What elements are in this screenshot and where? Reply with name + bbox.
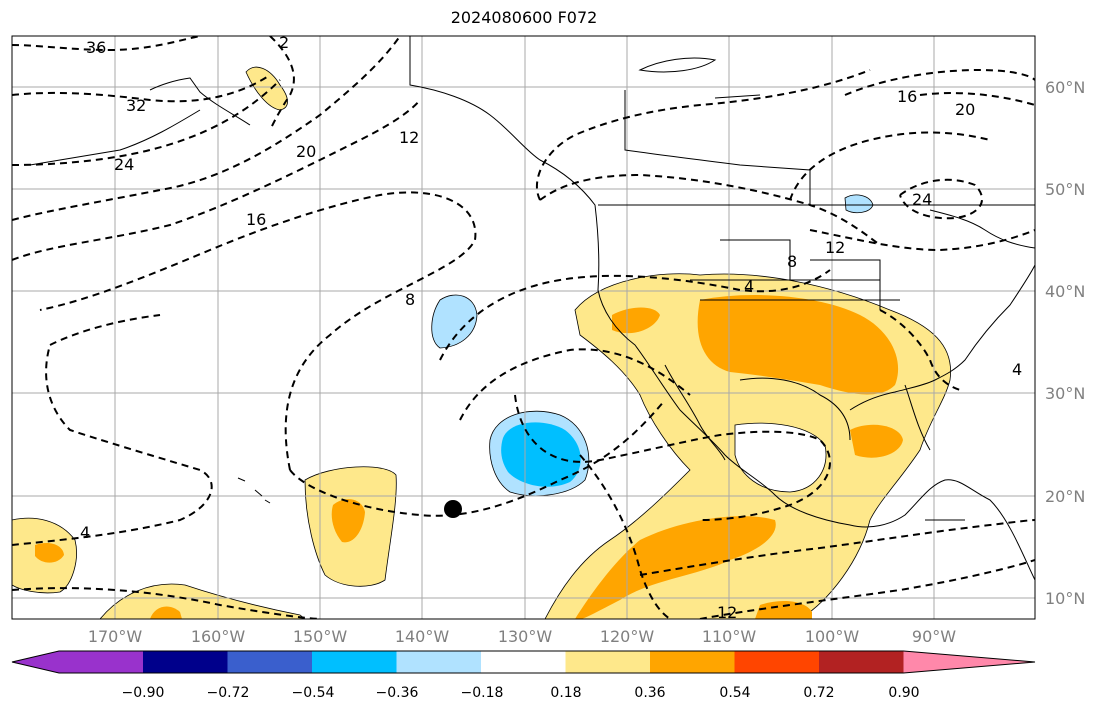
colorbar-segment (481, 651, 566, 673)
contour-label: 24 (912, 190, 932, 209)
colorbar-segment (59, 651, 144, 673)
contour-label: 2 (279, 33, 289, 52)
lon-label: 160°W (191, 627, 246, 646)
lat-label: 60°N (1045, 78, 1085, 97)
lon-label: 100°W (805, 627, 860, 646)
colorbar-outline (11, 650, 1036, 674)
dashed-contours (12, 36, 1035, 619)
colorbar-tick: 0.90 (888, 685, 919, 701)
contour-label: 20 (296, 142, 316, 161)
lon-label: 140°W (395, 627, 450, 646)
contour-labels: 36 32 24 20 16 12 8 4 2 16 20 24 12 8 4 … (80, 33, 1022, 622)
contour-label: 12 (717, 603, 737, 622)
lat-label: 40°N (1045, 282, 1085, 301)
lon-label: 90°W (912, 627, 956, 646)
map-frame (11, 35, 1036, 620)
contour-label: 12 (825, 238, 845, 257)
location-marker (444, 500, 462, 518)
contour-label: 12 (399, 128, 419, 147)
contour-label: 16 (897, 87, 917, 106)
colorbar-segment (143, 651, 228, 673)
colorbar-tick: 0.36 (634, 685, 665, 701)
colorbar-segment (819, 651, 904, 673)
contour-label: 8 (405, 290, 415, 309)
map-title: 2024080600 F072 (450, 8, 598, 27)
colorbar-segment (227, 651, 313, 673)
hawaii-islands (237, 477, 271, 504)
colorbar-tick: −0.18 (461, 685, 504, 701)
colorbar-tick: 0.72 (803, 685, 834, 701)
coastlines (29, 36, 1035, 581)
colorbar-extend-high (903, 651, 1035, 673)
colorbar-tick: −0.36 (376, 685, 419, 701)
contour-label: 20 (955, 100, 975, 119)
colorbar-segment (312, 651, 397, 673)
lat-label: 30°N (1045, 384, 1085, 403)
lon-label: 170°W (88, 627, 143, 646)
lat-label: 10°N (1045, 589, 1085, 608)
longitude-labels: 170°W 160°W 150°W 140°W 130°W 120°W 110°… (88, 627, 956, 646)
contour-label: 16 (246, 210, 266, 229)
lon-label: 150°W (293, 627, 348, 646)
colorbar-extend-low (12, 651, 59, 673)
colorbar-tick: 0.54 (719, 685, 750, 701)
contour-label: 4 (1012, 360, 1022, 379)
colorbar (11, 650, 1036, 674)
lat-label: 20°N (1045, 487, 1085, 506)
lon-label: 110°W (702, 627, 757, 646)
map-panel: 36 32 24 20 16 12 8 4 2 16 20 24 12 8 4 … (12, 33, 1035, 622)
contour-label: 36 (86, 38, 106, 57)
colorbar-segment (565, 651, 651, 673)
colorbar-tick: 0.18 (550, 685, 581, 701)
colorbar-tick: −0.90 (122, 685, 165, 701)
latitude-labels: 60°N 50°N 40°N 30°N 20°N 10°N (1045, 78, 1085, 608)
colorbar-tick: −0.54 (292, 685, 335, 701)
contour-label: 24 (114, 155, 134, 174)
colorbar-segment (734, 651, 820, 673)
anomaly-shading (12, 66, 952, 619)
contour-label: 4 (744, 277, 754, 296)
contour-label: 4 (80, 523, 90, 542)
colorbar-segment (650, 651, 735, 673)
contour-label: 32 (126, 96, 146, 115)
lon-label: 130°W (498, 627, 553, 646)
lat-label: 50°N (1045, 180, 1085, 199)
colorbar-segment (396, 651, 482, 673)
lon-label: 120°W (600, 627, 655, 646)
colorbar-tick: −0.72 (207, 685, 250, 701)
strong-positive-region (697, 295, 899, 395)
colorbar-ticks: −0.90 −0.72 −0.54 −0.36 −0.18 0.18 0.36 … (122, 685, 920, 701)
contour-label: 8 (787, 252, 797, 271)
